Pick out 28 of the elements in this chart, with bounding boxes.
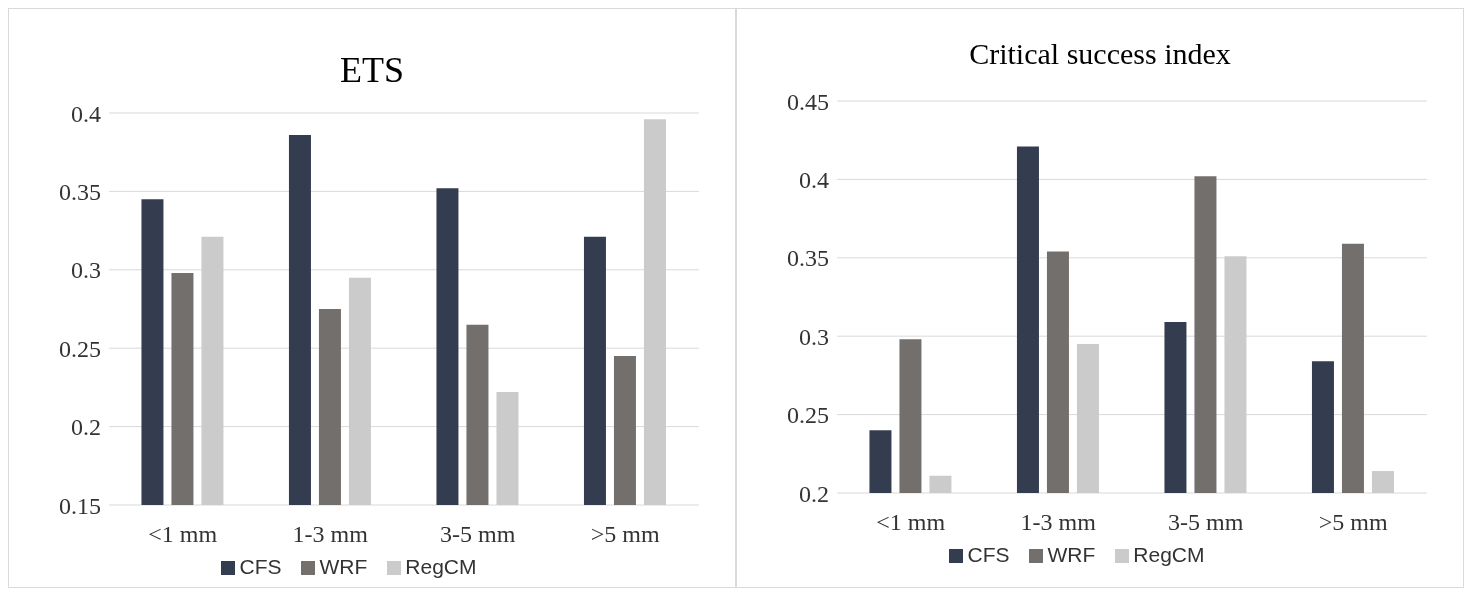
legend-label: WRF bbox=[319, 555, 368, 578]
legend-label: WRF bbox=[1047, 543, 1096, 566]
x-tick-label: 1-3 mm bbox=[1020, 509, 1097, 536]
y-tick-label: 0.35 bbox=[787, 245, 829, 272]
y-tick-label: 0.3 bbox=[71, 257, 101, 284]
legend-label: CFS bbox=[239, 555, 282, 578]
x-tick-label: 1-3 mm bbox=[292, 521, 369, 548]
y-tick-label: 0.15 bbox=[59, 492, 101, 519]
x-tick-label: 3-5 mm bbox=[1168, 509, 1244, 536]
x-tick-label: >5 mm bbox=[590, 521, 661, 548]
x-tick-label: 3-5 mm bbox=[440, 521, 516, 548]
x-tick-label: <1 mm bbox=[876, 509, 946, 536]
y-tick-label: 0.25 bbox=[59, 335, 101, 362]
y-tick-label: 0.35 bbox=[59, 178, 101, 205]
legend-label: RegCM bbox=[405, 555, 477, 578]
y-tick-label: 0.2 bbox=[799, 480, 829, 507]
x-tick-label: >5 mm bbox=[1318, 509, 1389, 536]
x-tick-label: <1 mm bbox=[148, 521, 218, 548]
y-tick-label: 0.2 bbox=[71, 414, 101, 441]
y-tick-label: 0.4 bbox=[799, 166, 829, 193]
chart-title: ETS bbox=[339, 49, 405, 92]
legend-label: CFS bbox=[967, 543, 1010, 566]
chart-title: Critical success index bbox=[968, 37, 1232, 72]
y-tick-label: 0.25 bbox=[787, 402, 829, 429]
y-tick-label: 0.4 bbox=[71, 100, 101, 127]
y-tick-label: 0.45 bbox=[787, 88, 829, 115]
legend-label: RegCM bbox=[1133, 543, 1205, 566]
y-tick-label: 0.3 bbox=[799, 323, 829, 350]
